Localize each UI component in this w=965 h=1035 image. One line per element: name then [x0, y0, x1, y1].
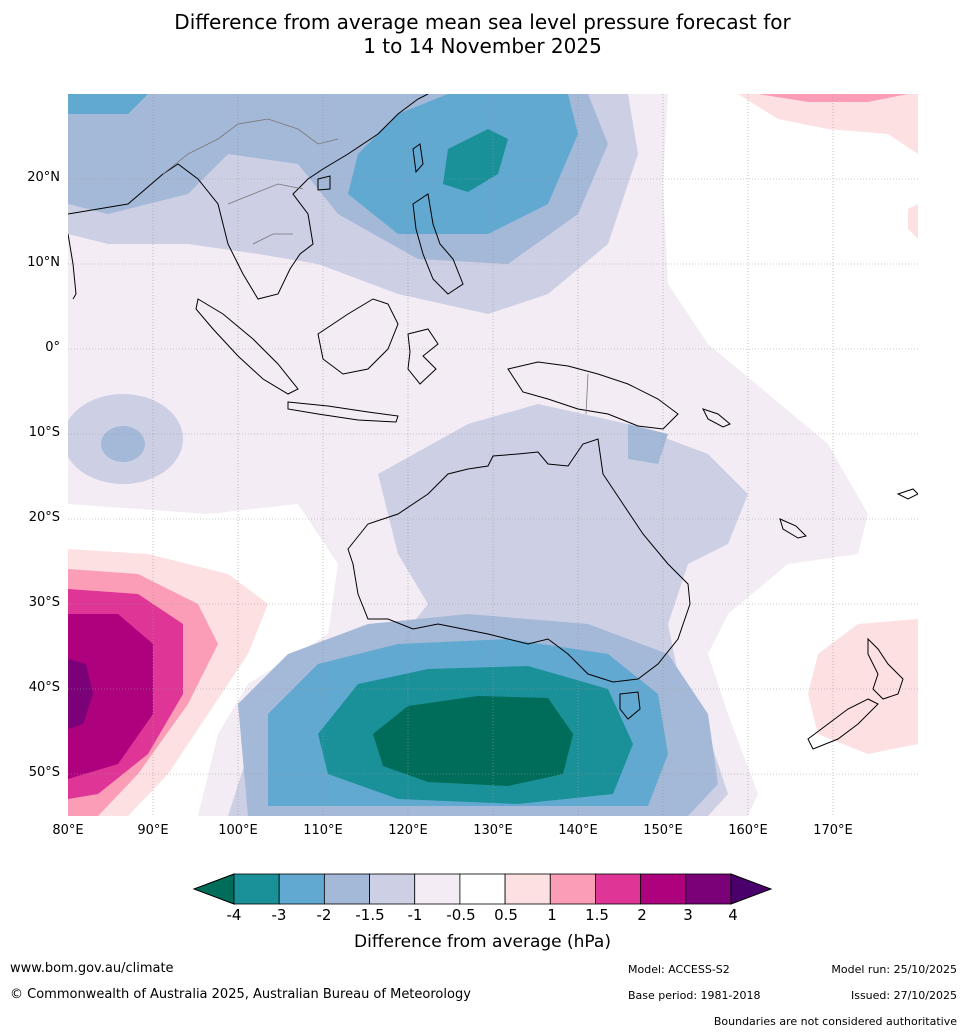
cb-label-neg1: -1 — [407, 906, 423, 924]
lon-label-120e: 120°E — [388, 823, 428, 838]
solomon-islands-coastline — [702, 408, 731, 428]
lat-label-10s: 10°S — [28, 425, 60, 440]
cb-label-1: 1 — [547, 906, 557, 924]
lat-label-0: 0° — [45, 340, 60, 355]
contour-neg-1-5-indian — [101, 426, 145, 462]
lon-label-90e: 90°E — [137, 823, 169, 838]
country-boundaries — [162, 118, 589, 415]
lat-label-50s: 50°S — [28, 765, 60, 780]
map-svg — [68, 94, 918, 816]
colorbar-cell — [369, 873, 416, 905]
colorbar-cell — [233, 873, 280, 905]
lat-label-20s: 20°S — [28, 510, 60, 525]
cb-label-0-5: 0.5 — [494, 906, 518, 924]
website-link[interactable]: www.bom.gov.au/climate — [10, 961, 174, 976]
sumatra-coastline — [195, 298, 299, 395]
title-line-1: Difference from average mean sea level p… — [174, 10, 791, 34]
borneo-coastline — [317, 298, 399, 375]
colorbar-cell — [685, 873, 732, 905]
base-period-text: Base period: 1981-2018 — [628, 989, 761, 1002]
title-line-2: 1 to 14 November 2025 — [363, 34, 602, 58]
lon-label-150e: 150°E — [643, 823, 683, 838]
cb-label-neg2: -2 — [316, 906, 332, 924]
contour-pos-3-west — [68, 659, 93, 729]
tasmania-coastline — [619, 691, 641, 720]
colorbar-cell — [414, 873, 461, 905]
contour-pos-2-west — [68, 614, 153, 779]
lon-label-160e: 160°E — [728, 823, 768, 838]
colorbar-cell — [323, 873, 370, 905]
cb-label-1-5: 1.5 — [585, 906, 609, 924]
contour-neg-2-northwest — [68, 94, 148, 114]
model-run-text: Model run: 25/10/2025 — [831, 963, 957, 976]
mainland-asia-coastline — [68, 94, 429, 300]
hainan-coastline — [317, 175, 331, 191]
lon-label-80e: 80°E — [52, 823, 84, 838]
pressure-anomaly-map — [68, 94, 918, 816]
model-text: Model: ACCESS-S2 — [628, 963, 730, 976]
lon-label-110e: 110°E — [303, 823, 343, 838]
copyright-text: © Commonwealth of Australia 2025, Austra… — [10, 987, 471, 1002]
new-zealand-north-coastline — [867, 637, 904, 700]
lat-label-20n: 20°N — [27, 170, 60, 185]
new-caledonia-coastline — [779, 518, 807, 539]
colorbar-cell — [640, 873, 687, 905]
cb-label-neg1-5: -1.5 — [355, 906, 385, 924]
map-title: Difference from average mean sea level p… — [0, 10, 965, 58]
contour-pos-0-5-northeast — [738, 94, 918, 154]
colorbar-low-arrow — [192, 873, 235, 905]
sulawesi-coastline — [407, 328, 439, 385]
cb-label-4: 4 — [728, 906, 738, 924]
lon-label-140e: 140°E — [558, 823, 598, 838]
philippines-coastline — [412, 193, 464, 295]
lat-label-40s: 40°S — [28, 680, 60, 695]
coastlines — [68, 94, 918, 750]
colorbar-high-arrow — [730, 873, 773, 905]
java-coastline — [287, 401, 399, 423]
boundaries-disclaimer: Boundaries are not considered authoritat… — [713, 1015, 957, 1028]
colorbar-cell — [459, 873, 506, 905]
cb-label-3: 3 — [683, 906, 693, 924]
cb-label-neg3: -3 — [271, 906, 287, 924]
colorbar-title: Difference from average (hPa) — [354, 932, 611, 952]
issued-text: Issued: 27/10/2025 — [850, 989, 957, 1002]
cb-label-neg0-5: -0.5 — [446, 906, 476, 924]
colorbar-cell — [549, 873, 596, 905]
colorbar-cells — [233, 873, 732, 905]
colorbar-cell — [278, 873, 325, 905]
india-coastline — [68, 233, 77, 300]
new-zealand-south-coastline — [807, 698, 879, 750]
new-guinea-coastline — [507, 361, 679, 430]
colorbar — [192, 873, 773, 905]
lon-label-170e: 170°E — [813, 823, 853, 838]
cb-label-neg4: -4 — [226, 906, 242, 924]
colorbar-cell — [504, 873, 551, 905]
lon-label-130e: 130°E — [473, 823, 513, 838]
contour-pos-0-5-east-edge — [908, 204, 918, 239]
lat-label-30s: 30°S — [28, 595, 60, 610]
contour-neg-4-south — [373, 696, 573, 786]
fiji-coastline — [896, 488, 918, 500]
graticule — [68, 94, 918, 816]
australia-coastline — [347, 438, 691, 683]
contour-pos-0-5-new-zealand — [808, 619, 918, 754]
lon-label-100e: 100°E — [218, 823, 258, 838]
lat-label-10n: 10°N — [27, 255, 60, 270]
cb-label-2: 2 — [637, 906, 647, 924]
contour-neg-3-north — [443, 129, 508, 192]
colorbar-cell — [595, 873, 642, 905]
taiwan-coastline — [412, 143, 424, 174]
